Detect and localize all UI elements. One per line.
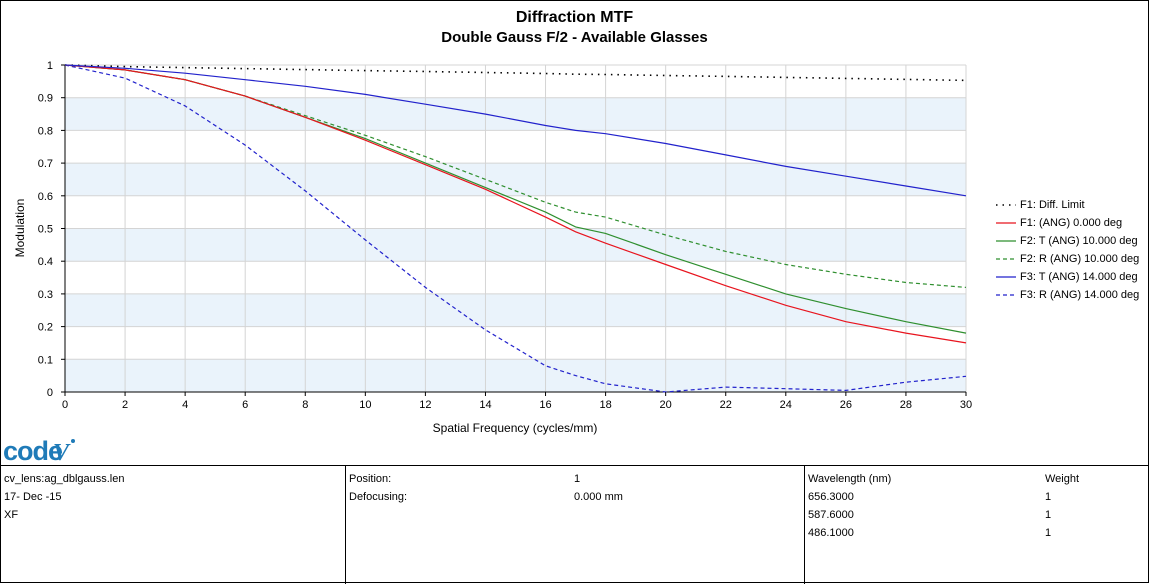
y-tick-label: 1 xyxy=(47,60,53,72)
legend-swatch xyxy=(996,276,1016,278)
y-tick-label: 0.3 xyxy=(38,289,53,301)
y-axis-label: Modulation xyxy=(13,199,27,258)
position-label: Position: xyxy=(349,473,392,485)
legend-swatch xyxy=(996,204,1016,206)
legend-label: F1: (ANG) 0.000 deg xyxy=(1020,217,1123,229)
weight-value: 1 xyxy=(1045,509,1052,521)
wavelength-value: 486.1000 xyxy=(808,527,854,539)
y-tick-label: 0.4 xyxy=(38,256,53,268)
wavelength-header: Wavelength (nm) xyxy=(808,473,892,485)
x-tick-label: 0 xyxy=(62,399,68,411)
x-tick-label: 20 xyxy=(660,399,672,411)
wavelength-value: 656.3000 xyxy=(808,491,854,503)
grid-band xyxy=(65,228,966,262)
grid-band xyxy=(65,97,966,131)
table-divider xyxy=(345,466,346,584)
series-line-2 xyxy=(64,64,967,344)
legend-label: F3: R (ANG) 14.000 deg xyxy=(1020,289,1140,301)
legend-swatch xyxy=(996,258,1016,260)
y-tick-label: 0.8 xyxy=(38,125,53,137)
x-tick-label: 8 xyxy=(302,399,308,411)
grid-band xyxy=(65,359,966,392)
mtf-chart: 0 2 4 6 8 10 12 14 16 18 20 22 24 26 28 30 00.10.20.30.… xyxy=(13,60,972,435)
x-tick-label: 16 xyxy=(539,399,551,411)
y-tick-label: 0.2 xyxy=(38,322,53,334)
weight-value: 1 xyxy=(1045,527,1052,539)
grid-band xyxy=(65,293,966,327)
legend-label: F3: T (ANG) 14.000 deg xyxy=(1020,271,1138,283)
y-tick-label: 0.5 xyxy=(38,224,53,236)
x-tick-labels: 0 2 4 6 8 10 12 14 16 18 20 22 24 26 28 30 xyxy=(62,392,972,411)
legend-label: F2: T (ANG) 10.000 deg xyxy=(1020,235,1138,247)
chart-titles: Diffraction MTF Double Gauss F/2 - Avail… xyxy=(0,8,1149,47)
y-tick-label: 0.7 xyxy=(38,158,53,170)
legend-item: F1: (ANG) 0.000 deg xyxy=(994,215,1122,231)
wavelength-value: 587.6000 xyxy=(808,509,854,521)
chart-title: Diffraction MTF xyxy=(515,9,634,26)
date: 17- Dec -15 xyxy=(4,491,62,503)
legend-label: F2: R (ANG) 10.000 deg xyxy=(1020,253,1140,265)
legend-swatch xyxy=(996,222,1016,224)
legend-swatch xyxy=(996,294,1016,296)
y-tick-labels: 0 0.1 0.2 0.3 0.4 0.5 0.6 0.7 0.8 0.9 1 xyxy=(38,60,65,399)
x-tick-label: 12 xyxy=(419,399,431,411)
x-tick-label: 10 xyxy=(359,399,371,411)
defocusing-label: Defocusing: xyxy=(349,491,408,503)
x-tick-label: 4 xyxy=(182,399,188,411)
svg-text:V: V xyxy=(53,440,71,463)
y-tick-label: 0 xyxy=(47,387,53,399)
series-line-6 xyxy=(64,64,967,393)
info-table: cv_lens:ag_dblgauss.len 17- Dec -15 XF P… xyxy=(0,465,1149,584)
position-value: 1 xyxy=(574,473,581,485)
legend-swatch xyxy=(996,240,1016,242)
field-type: XF xyxy=(4,509,19,521)
x-tick-label: 26 xyxy=(840,399,852,411)
x-tick-label: 22 xyxy=(720,399,732,411)
svg-text:code: code xyxy=(3,436,63,463)
legend-item: F1: Diff. Limit xyxy=(994,197,1085,213)
defocusing-value: 0.000 mm xyxy=(574,491,623,503)
legend-item: F2: R (ANG) 10.000 deg xyxy=(994,251,1139,267)
x-tick-label: 2 xyxy=(122,399,128,411)
chart-subtitle: Double Gauss F/2 - Available Glasses xyxy=(441,29,708,46)
weight-header: Weight xyxy=(1045,473,1080,485)
x-axis-label: Spatial Frequency (cycles/mm) xyxy=(433,421,598,435)
x-tick-label: 14 xyxy=(479,399,491,411)
x-tick-label: 6 xyxy=(242,399,248,411)
x-tick-label: 30 xyxy=(960,399,972,411)
y-tick-label: 0.9 xyxy=(38,93,53,105)
y-tick-label: 0.6 xyxy=(38,191,53,203)
legend-item: F3: T (ANG) 14.000 deg xyxy=(994,269,1138,285)
lens-file: cv_lens:ag_dblgauss.len xyxy=(4,473,125,485)
background-bands xyxy=(65,97,966,392)
legend-label: F1: Diff. Limit xyxy=(1020,199,1085,211)
weight-value: 1 xyxy=(1045,491,1052,503)
legend-item: F3: R (ANG) 14.000 deg xyxy=(994,287,1139,303)
table-divider xyxy=(804,466,805,584)
codev-logo: code V xyxy=(3,433,77,468)
series-layer xyxy=(64,64,967,393)
legend-item: F2: T (ANG) 10.000 deg xyxy=(994,233,1138,249)
x-tick-label: 24 xyxy=(780,399,792,411)
x-tick-label: 28 xyxy=(900,399,912,411)
y-tick-label: 0.1 xyxy=(38,354,53,366)
series-line-1 xyxy=(64,64,967,82)
x-tick-label: 18 xyxy=(599,399,611,411)
series-line-5 xyxy=(64,64,967,197)
